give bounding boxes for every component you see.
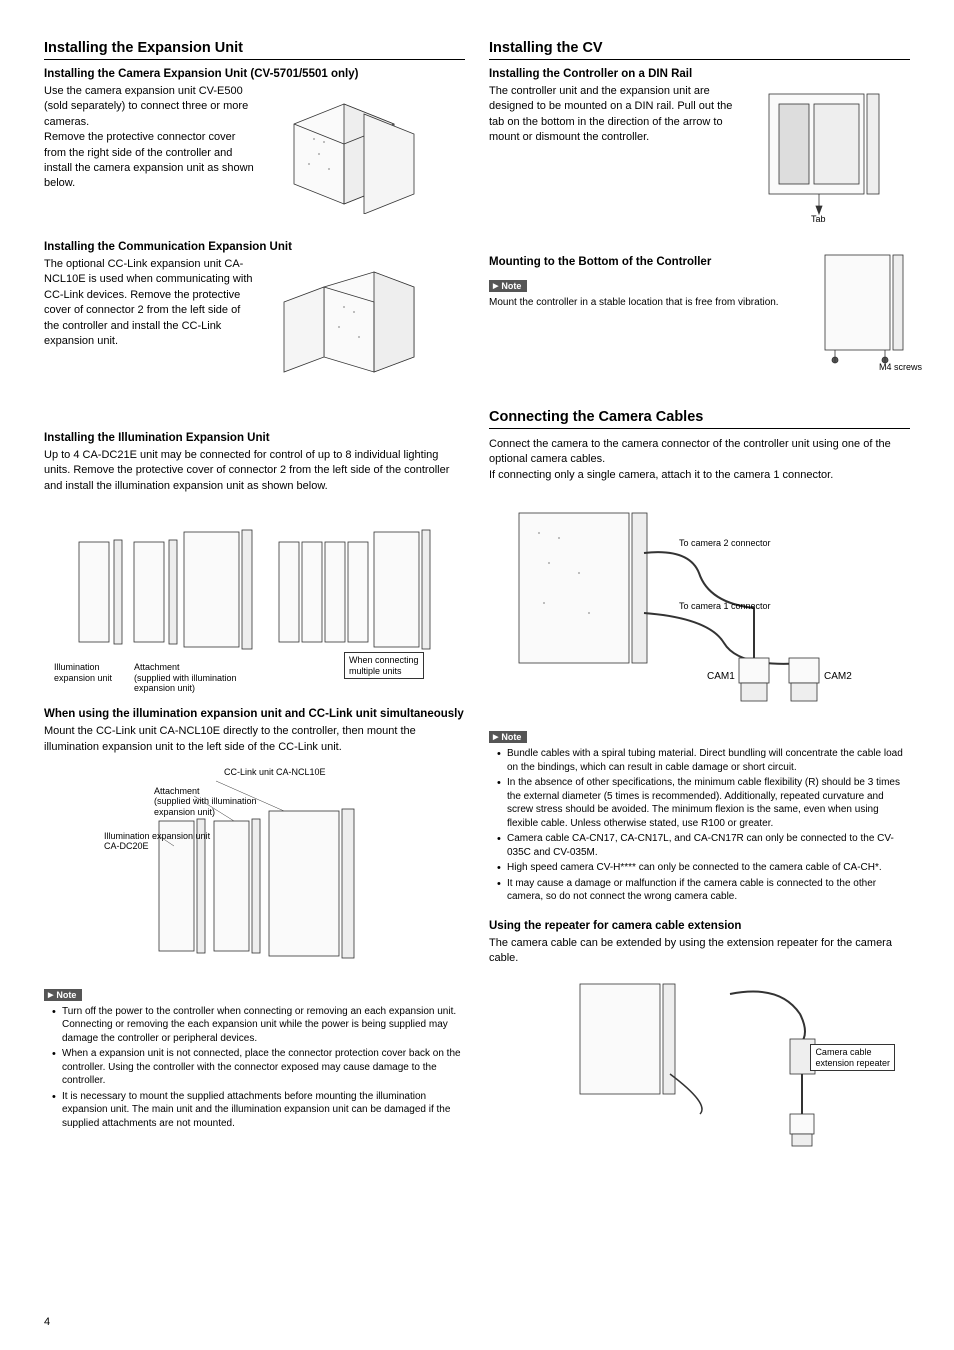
- note-item: Camera cable CA-CN17, CA-CN17L, and CA-C…: [497, 832, 910, 859]
- section-title-cv: Installing the CV: [489, 40, 910, 60]
- note-badge-mounting: Note: [489, 280, 527, 292]
- fig-label-attach2: Attachment (supplied with illumination e…: [154, 786, 257, 817]
- body-cables-2: If connecting only a single camera, atta…: [489, 468, 910, 483]
- sub-title-simul: When using the illumination expansion un…: [44, 708, 465, 720]
- note-badge-left: Note: [44, 989, 82, 1001]
- note-item: In the absence of other specifications, …: [497, 776, 910, 830]
- note-list-left: Turn off the power to the controller whe…: [44, 1005, 465, 1131]
- note-item: Turn off the power to the controller whe…: [52, 1005, 465, 1046]
- body-camera-expansion: Use the camera expansion unit CV-E500 (s…: [44, 84, 254, 192]
- body-cables-1: Connect the camera to the camera connect…: [489, 437, 910, 468]
- page-columns: Installing the Expansion Unit Installing…: [44, 40, 910, 1154]
- illus-din-rail: [749, 84, 899, 229]
- fig-label-cam1: CAM1: [707, 671, 735, 683]
- body-repeater: The camera cable can be extended by usin…: [489, 936, 910, 967]
- note-list-cables: Bundle cables with a spiral tubing mater…: [489, 747, 910, 904]
- illus-repeater: [550, 974, 850, 1149]
- sub-title-comm-expansion: Installing the Communication Expansion U…: [44, 241, 465, 253]
- illus-mounting: [810, 250, 910, 380]
- fig-label-repeater: Camera cable extension repeater: [810, 1044, 895, 1071]
- illus-comm-expansion: [264, 257, 434, 397]
- fig-label-cclink: CC-Link unit CA-NCL10E: [224, 767, 326, 777]
- figure-camera-expansion: [264, 84, 434, 219]
- figure-din-rail: Tab: [749, 84, 899, 234]
- left-column: Installing the Expansion Unit Installing…: [44, 40, 465, 1154]
- figure-comm-expansion: [264, 257, 434, 402]
- fig-label-cam1-conn: To camera 1 connector: [679, 601, 771, 611]
- fig-label-multi: When connecting multiple units: [344, 652, 424, 679]
- fig-label-illum: Illumination expansion unit: [54, 662, 112, 683]
- row-camera-expansion: Use the camera expansion unit CV-E500 (s…: [44, 84, 465, 219]
- fig-label-cam2: CAM2: [824, 671, 852, 683]
- sub-title-camera-expansion: Installing the Camera Expansion Unit (CV…: [44, 68, 465, 80]
- sub-title-repeater: Using the repeater for camera cable exte…: [489, 920, 910, 932]
- illus-camera-expansion: [264, 84, 434, 214]
- page-number: 4: [44, 1316, 50, 1328]
- row-comm-expansion: The optional CC-Link expansion unit CA-N…: [44, 257, 465, 402]
- figure-illum-expansion: Illumination expansion unit Attachment (…: [44, 502, 465, 702]
- note-badge-cables: Note: [489, 731, 527, 743]
- fig-label-attach: Attachment (supplied with illumination e…: [134, 662, 237, 693]
- note-item: It is necessary to mount the supplied at…: [52, 1090, 465, 1131]
- note-item: Bundle cables with a spiral tubing mater…: [497, 747, 910, 774]
- fig-label-screws: M4 screws: [879, 362, 922, 372]
- section-title-cables: Connecting the Camera Cables: [489, 409, 910, 429]
- right-column: Installing the CV Installing the Control…: [489, 40, 910, 1154]
- fig-label-tab: Tab: [811, 214, 826, 224]
- fig-label-illum2: Illumination expansion unit CA-DC20E: [104, 831, 210, 852]
- fig-label-cam2-conn: To camera 2 connector: [679, 538, 771, 548]
- row-din-rail: The controller unit and the expansion un…: [489, 84, 910, 234]
- note-item: It may cause a damage or malfunction if …: [497, 877, 910, 904]
- figure-simul: CC-Link unit CA-NCL10E Attachment (suppl…: [44, 761, 465, 981]
- body-illum-expansion: Up to 4 CA-DC21E unit may be connected f…: [44, 448, 465, 494]
- row-mounting-bottom: Mounting to the Bottom of the Controller…: [489, 250, 910, 385]
- figure-mounting: M4 screws: [810, 250, 910, 385]
- body-comm-expansion: The optional CC-Link expansion unit CA-N…: [44, 257, 254, 349]
- note-text-mounting: Mount the controller in a stable locatio…: [489, 296, 800, 310]
- body-simul: Mount the CC-Link unit CA-NCL10E directl…: [44, 724, 465, 755]
- body-din-rail: The controller unit and the expansion un…: [489, 84, 739, 146]
- note-item: When a expansion unit is not connected, …: [52, 1047, 465, 1088]
- sub-title-din-rail: Installing the Controller on a DIN Rail: [489, 68, 910, 80]
- figure-cables: To camera 2 connector To camera 1 connec…: [489, 493, 910, 723]
- note-item: High speed camera CV-H**** can only be c…: [497, 861, 910, 875]
- sub-title-illum-expansion: Installing the Illumination Expansion Un…: [44, 432, 465, 444]
- section-title-expansion: Installing the Expansion Unit: [44, 40, 465, 60]
- figure-repeater: Camera cable extension repeater: [489, 974, 910, 1154]
- sub-title-mounting: Mounting to the Bottom of the Controller: [489, 256, 800, 268]
